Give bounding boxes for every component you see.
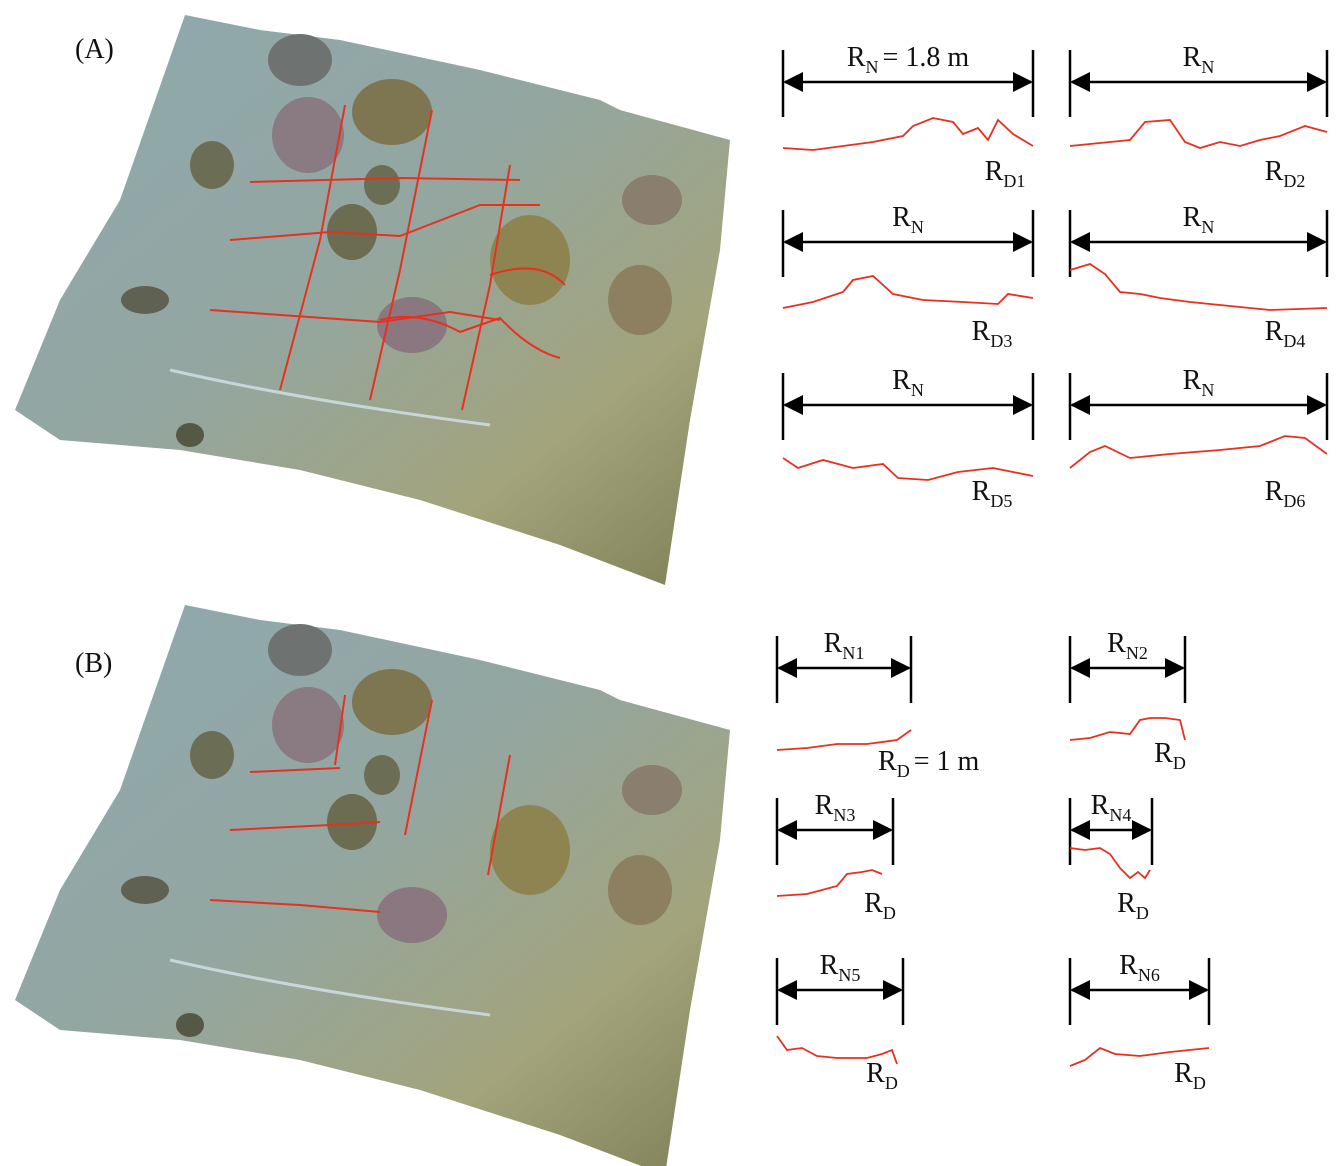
symbol-subscript: D3 [990, 331, 1012, 351]
symbol-base: R [1091, 790, 1110, 821]
symbol-label: RN [1183, 202, 1215, 237]
symbol-label: RD4 [1265, 316, 1306, 351]
symbol-base: R [866, 1058, 885, 1089]
symbol-subscript: D [885, 1073, 898, 1093]
profile-curve [1070, 848, 1150, 878]
symbol-label: RD= 1 m [878, 746, 979, 781]
symbol-base: R [892, 202, 911, 233]
symbol-subscript: D [1173, 753, 1186, 773]
symbol-label: RD5 [972, 476, 1013, 511]
symbol-label: RN2 [1107, 628, 1148, 663]
symbol-base: R [1265, 156, 1284, 187]
symbol-subscript: N5 [838, 965, 860, 985]
symbol-subscript: N [911, 217, 924, 237]
symbol-label: RD2 [1265, 156, 1306, 191]
symbol-subscript: D [1193, 1073, 1206, 1093]
symbol-subscript: N2 [1126, 643, 1148, 663]
profile-curve [1070, 264, 1327, 310]
symbol-base: R [892, 365, 911, 396]
symbol-subscript: D [883, 903, 896, 923]
symbol-label: RN [892, 365, 924, 400]
symbol-label: RN [892, 202, 924, 237]
symbol-base: R [972, 316, 991, 347]
symbol-subscript: N [1201, 380, 1214, 400]
symbol-label: RD [866, 1058, 898, 1093]
symbol-subscript: N [866, 57, 879, 77]
symbol-label: RN3 [815, 790, 856, 825]
symbol-label: RN= 1.8 m [847, 42, 969, 77]
symbol-label: RD [864, 888, 896, 923]
symbol-subscript: N [1201, 217, 1214, 237]
symbol-rest: = 1.8 m [883, 42, 970, 73]
profile-curve [1070, 436, 1327, 468]
symbol-subscript: N1 [842, 643, 864, 663]
symbol-base: R [1183, 42, 1202, 73]
symbol-label: RD [1154, 738, 1186, 773]
figure: (A)RN= 1.8 mRD1RNRD2RNRD3RNRD4RNRD5RNRD6… [0, 0, 1338, 1166]
symbol-base: R [1154, 738, 1173, 769]
symbol-subscript: N6 [1138, 965, 1160, 985]
symbol-subscript: N4 [1109, 805, 1131, 825]
symbol-base: R [1107, 628, 1126, 659]
profile-curve [1070, 718, 1185, 740]
symbol-base: R [820, 950, 839, 981]
symbol-label: RN5 [820, 950, 861, 985]
symbol-label: RN4 [1091, 790, 1132, 825]
symbol-base: R [985, 156, 1004, 187]
symbol-base: R [1174, 1058, 1193, 1089]
symbol-label: RN [1183, 42, 1215, 77]
symbol-base: R [1183, 202, 1202, 233]
symbol-label: RD1 [985, 156, 1026, 191]
symbol-base: R [1117, 888, 1136, 919]
symbol-base: R [864, 888, 883, 919]
symbol-label: RN1 [824, 628, 865, 663]
symbol-base: R [824, 628, 843, 659]
symbol-label: RN6 [1119, 950, 1160, 985]
symbol-base: R [847, 42, 866, 73]
panel-label: (B) [75, 648, 112, 679]
symbol-label: RD [1174, 1058, 1206, 1093]
profile-curve [783, 458, 1033, 480]
profile-curve [783, 118, 1033, 150]
symbol-label: RD3 [972, 316, 1013, 351]
symbol-base: R [1265, 316, 1284, 347]
terrain-a [15, 15, 730, 585]
symbol-label: RD6 [1265, 476, 1306, 511]
symbol-subscript: D4 [1283, 331, 1305, 351]
symbol-base: R [1265, 476, 1284, 507]
terrain-b [15, 605, 730, 1166]
symbol-subscript: D6 [1283, 491, 1305, 511]
symbol-base: R [878, 746, 897, 777]
symbol-subscript: D [897, 761, 910, 781]
symbol-rest: = 1 m [914, 746, 980, 777]
symbol-label: RD [1117, 888, 1149, 923]
symbol-subscript: N [911, 380, 924, 400]
symbol-subscript: N3 [833, 805, 855, 825]
symbol-subscript: D2 [1283, 171, 1305, 191]
symbol-subscript: D5 [990, 491, 1012, 511]
symbol-base: R [1119, 950, 1138, 981]
symbol-base: R [1183, 365, 1202, 396]
symbol-base: R [972, 476, 991, 507]
symbol-base: R [815, 790, 834, 821]
profile-curve [1070, 120, 1327, 148]
symbol-subscript: D [1136, 903, 1149, 923]
symbol-subscript: D1 [1003, 171, 1025, 191]
symbol-label: RN [1183, 365, 1215, 400]
panel-label: (A) [75, 34, 114, 65]
profile-curve [783, 276, 1033, 308]
symbol-subscript: N [1201, 57, 1214, 77]
